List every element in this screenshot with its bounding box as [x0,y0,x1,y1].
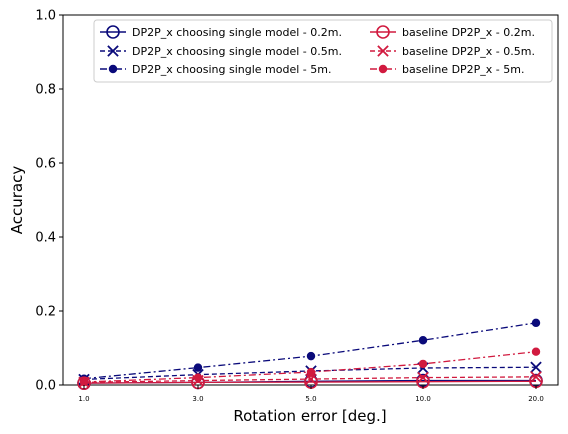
legend: DP2P_x choosing single model - 0.2m. DP2P… [93,19,553,83]
x-tick-label: 10.0 [415,395,431,403]
data-point [193,373,203,382]
data-point [530,371,542,383]
legend-entry: baseline DP2P_x - 0.5m. [370,45,535,58]
data-point [417,371,429,384]
legend-label: DP2P_x choosing single model - 0.2m. [132,26,342,39]
data-point-stroke [417,371,429,384]
legend-label: baseline DP2P_x - 0.5m. [402,45,535,58]
x-tick-label: 3.0 [192,395,203,403]
x-tick-label: 1.0 [78,395,89,403]
x-tick-label: 5.0 [305,395,316,403]
y-tick-label: 1.0 [35,9,56,24]
data-point [378,64,388,74]
y-tick-label: 0.4 [35,231,56,246]
data-point [106,25,120,39]
y-tick-label: 0.0 [35,379,56,394]
data-point-stroke [305,373,317,385]
data-point [418,336,428,345]
y-tick-label: 0.8 [35,83,56,98]
data-point [306,367,316,377]
legend-entry: baseline DP2P_x - 5m. [370,63,525,76]
data-point [306,351,316,361]
y-axis: 0.0 0.2 0.4 0.6 0.8 1.0 [35,9,63,394]
data-point-stroke [377,45,389,57]
y-tick-label: 0.2 [35,305,56,320]
data-point [377,45,389,57]
data-point-stroke [530,371,542,383]
data-point [530,361,542,373]
legend-label: DP2P_x choosing single model - 5m. [132,63,331,76]
y-tick-label: 0.6 [35,157,56,172]
legend-label: baseline DP2P_x - 5m. [402,63,525,76]
data-point [531,347,541,356]
legend-entry: DP2P_x choosing single model - 5m. [100,63,331,76]
legend-entry: DP2P_x choosing single model - 0.5m. [100,45,342,58]
series-line [83,380,537,384]
data-point [193,363,203,372]
legend-label: DP2P_x choosing single model - 0.5m. [132,45,342,58]
legend-entry: DP2P_x choosing single model - 0.2m. [100,25,342,39]
y-axis-label: Accuracy [8,166,26,235]
data-point [305,373,317,385]
data-point [531,318,541,328]
data-point [376,25,390,39]
data-point-stroke [530,361,542,373]
legend-label: baseline DP2P_x - 0.2m. [402,26,535,39]
series [79,347,541,387]
x-axis-label: Rotation error [deg.] [233,407,386,425]
plot-area [62,14,559,390]
legend-box [93,19,553,83]
x-tick-label: 20.0 [528,395,544,403]
data-point [77,376,91,390]
x-axis: 1.0 3.0 5.0 10.0 20.0 [78,385,544,403]
legend-entry: baseline DP2P_x - 0.2m. [370,25,535,39]
data-point [108,64,118,74]
data-point [107,45,119,57]
data-point-stroke [107,45,119,57]
data-point [79,377,89,387]
data-point [418,359,428,369]
